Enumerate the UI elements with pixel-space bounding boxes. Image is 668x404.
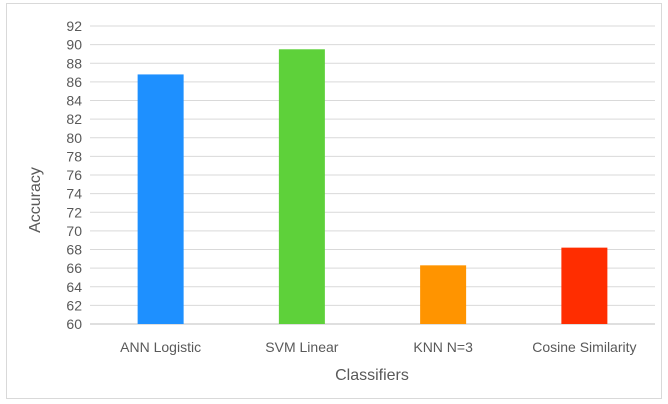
y-tick-label: 86 (66, 74, 82, 90)
bar-ann-logistic (137, 74, 184, 324)
y-tick-label: 76 (66, 167, 82, 183)
bar-svm-linear (278, 49, 325, 324)
bar-cosine-similarity (561, 247, 608, 324)
chart-frame (6, 3, 662, 399)
y-tick-label: 64 (66, 279, 82, 295)
bar-knn-n-3 (420, 265, 467, 324)
y-tick-label: 62 (66, 297, 82, 313)
y-tick-label: 70 (66, 223, 82, 239)
y-tick-label: 80 (66, 130, 82, 146)
gridlines (90, 25, 655, 325)
x-category-label: ANN Logistic (120, 339, 201, 355)
y-tick-label: 74 (66, 186, 82, 202)
x-axis-categories: ANN Logistic SVM Linear KNN N=3 Cosine Simi… (120, 339, 636, 355)
y-tick-label: 72 (66, 204, 82, 220)
y-tick-label: 92 (66, 18, 82, 34)
y-tick-label: 66 (66, 260, 82, 276)
y-tick-label: 78 (66, 148, 82, 164)
x-category-label: Cosine Similarity (532, 339, 636, 355)
y-tick-label: 90 (66, 37, 82, 53)
y-axis-ticks: 60 62 64 66 68 70 72 74 76 78 80 82 84 86 88 90 92 (66, 18, 82, 332)
y-tick-label: 60 (66, 316, 82, 332)
x-category-label: SVM Linear (265, 339, 338, 355)
x-category-label: KNN N=3 (413, 339, 473, 355)
y-axis-title: Accuracy (27, 167, 44, 233)
y-tick-label: 88 (66, 55, 82, 71)
y-tick-label: 84 (66, 93, 82, 109)
y-tick-label: 68 (66, 242, 82, 258)
bars (137, 49, 608, 324)
y-tick-label: 82 (66, 111, 82, 127)
x-axis-title: Classifiers (335, 367, 409, 384)
